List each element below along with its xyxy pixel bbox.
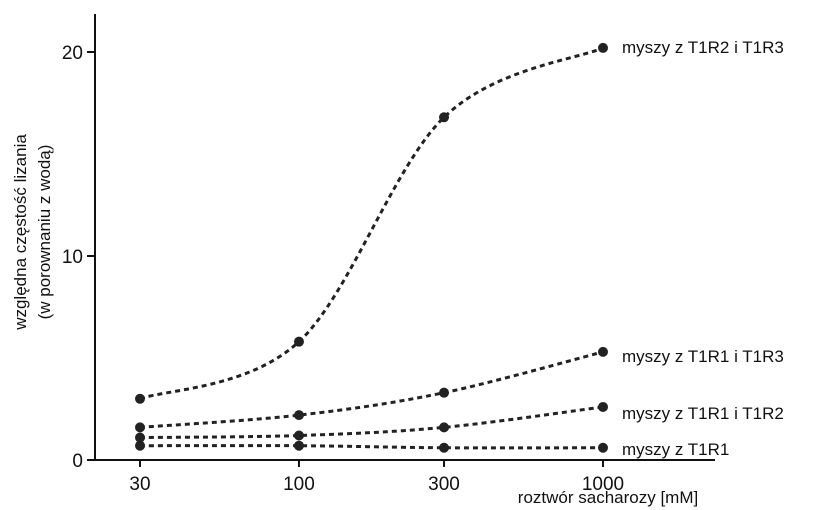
data-point bbox=[135, 432, 145, 443]
data-point bbox=[439, 387, 450, 398]
x-tick-label: 30 bbox=[129, 474, 150, 495]
y-tick-label: 10 bbox=[62, 247, 83, 268]
data-point bbox=[135, 440, 145, 451]
data-point bbox=[439, 112, 450, 123]
series-line bbox=[139, 405, 604, 440]
series-line bbox=[139, 444, 604, 450]
x-tick-label: 1000 bbox=[582, 474, 624, 495]
y-axis-label-line2: (w porownaniu z wodą) bbox=[35, 145, 54, 320]
data-point bbox=[598, 442, 608, 453]
data-point bbox=[598, 346, 608, 357]
labels-layer: myszy z T1R2 i T1R3 myszy z T1R1 i T1R3 my… bbox=[622, 38, 784, 459]
data-point bbox=[293, 430, 304, 441]
x-axis-label: roztwór sacharozy [mM] bbox=[518, 488, 698, 507]
data-point bbox=[293, 336, 304, 347]
series-label: myszy z T1R1 bbox=[622, 440, 729, 459]
series-layer bbox=[135, 42, 608, 453]
data-point bbox=[293, 410, 304, 421]
y-tick-label: 20 bbox=[62, 43, 83, 64]
y-axis-label-line1: względna częstość lizania bbox=[11, 134, 30, 331]
data-point bbox=[135, 422, 145, 433]
axes bbox=[94, 14, 715, 461]
data-point bbox=[293, 440, 304, 451]
data-point bbox=[439, 442, 450, 453]
x-tick-label: 300 bbox=[428, 474, 460, 495]
series-label: myszy z T1R1 i T1R3 bbox=[622, 347, 784, 366]
series-label: myszy z T1R2 i T1R3 bbox=[622, 38, 784, 57]
y-tick-label: 0 bbox=[72, 451, 83, 472]
series-line bbox=[139, 46, 604, 401]
series-label: myszy z T1R1 i T1R2 bbox=[622, 404, 784, 423]
data-point bbox=[598, 42, 608, 53]
ticks: 30 100 300 1000 0 10 20 bbox=[62, 43, 624, 495]
data-point bbox=[439, 422, 450, 433]
x-tick-label: 100 bbox=[283, 474, 315, 495]
data-point bbox=[135, 393, 145, 404]
data-point bbox=[598, 401, 608, 412]
series-line bbox=[139, 350, 604, 429]
